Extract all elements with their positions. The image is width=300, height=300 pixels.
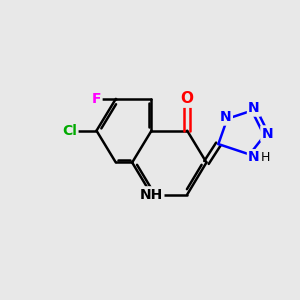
Text: NH: NH: [140, 188, 163, 202]
Text: N: N: [220, 110, 232, 124]
Text: N: N: [262, 127, 273, 141]
Text: N: N: [248, 150, 260, 164]
Text: F: F: [92, 92, 101, 106]
Text: O: O: [181, 92, 194, 106]
Text: Cl: Cl: [62, 124, 77, 138]
Text: N: N: [248, 101, 260, 116]
Text: H: H: [261, 151, 271, 164]
